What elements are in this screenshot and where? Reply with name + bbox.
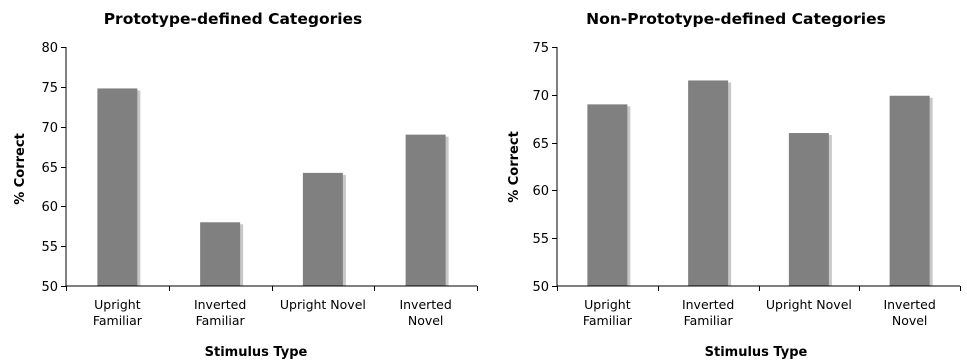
y-tick-label: 65 xyxy=(41,161,58,176)
category-label: Inverted Novel xyxy=(399,297,451,328)
chart-prototype-defined: Prototype-defined Categories % Correct S… xyxy=(13,10,478,360)
category-label: Inverted Novel xyxy=(883,297,935,328)
y-tick-label: 50 xyxy=(532,280,549,295)
y-tick-label: 75 xyxy=(41,81,58,96)
y-tick-label: 70 xyxy=(532,89,549,104)
x-axis-label: Stimulus Type xyxy=(205,345,308,360)
chart-non-prototype-defined: Non-Prototype-defined Categories % Corre… xyxy=(507,10,961,360)
plot-area: 50 55 60 65 70 75 80 Upright Familiar Inverted Fam… xyxy=(41,41,478,328)
y-axis-label: % Correct xyxy=(507,131,522,203)
category-label: Upright Familiar xyxy=(583,297,633,328)
x-axis-label: Stimulus Type xyxy=(705,345,808,360)
y-tick-label: 60 xyxy=(41,200,58,215)
y-tick-label: 55 xyxy=(532,232,549,247)
category-label: Upright Familiar xyxy=(93,297,143,328)
y-tick-label: 70 xyxy=(41,121,58,136)
category-label: Upright Novel xyxy=(280,297,366,312)
y-tick-label: 65 xyxy=(532,137,549,152)
bar xyxy=(587,104,628,286)
category-label: Upright Novel xyxy=(766,297,852,312)
bar xyxy=(97,88,138,286)
bar xyxy=(788,133,829,286)
y-tick-label: 60 xyxy=(532,184,549,199)
y-tick-label: 80 xyxy=(41,41,58,56)
bar xyxy=(889,95,930,286)
y-tick-label: 55 xyxy=(41,240,58,255)
category-label: Inverted Familiar xyxy=(682,297,734,328)
y-tick-label: 75 xyxy=(532,41,549,56)
chart-title: Prototype-defined Categories xyxy=(104,10,363,28)
bar xyxy=(405,134,446,286)
category-label: Inverted Familiar xyxy=(194,297,246,328)
bar xyxy=(200,222,241,286)
y-tick-label: 50 xyxy=(41,280,58,295)
bar xyxy=(688,80,729,287)
bar xyxy=(302,172,343,286)
y-axis-label: % Correct xyxy=(13,133,28,205)
plot-area: 50 55 60 65 70 75 Upright Familiar Inverted Famil… xyxy=(532,41,961,328)
chart-title: Non-Prototype-defined Categories xyxy=(586,10,886,28)
